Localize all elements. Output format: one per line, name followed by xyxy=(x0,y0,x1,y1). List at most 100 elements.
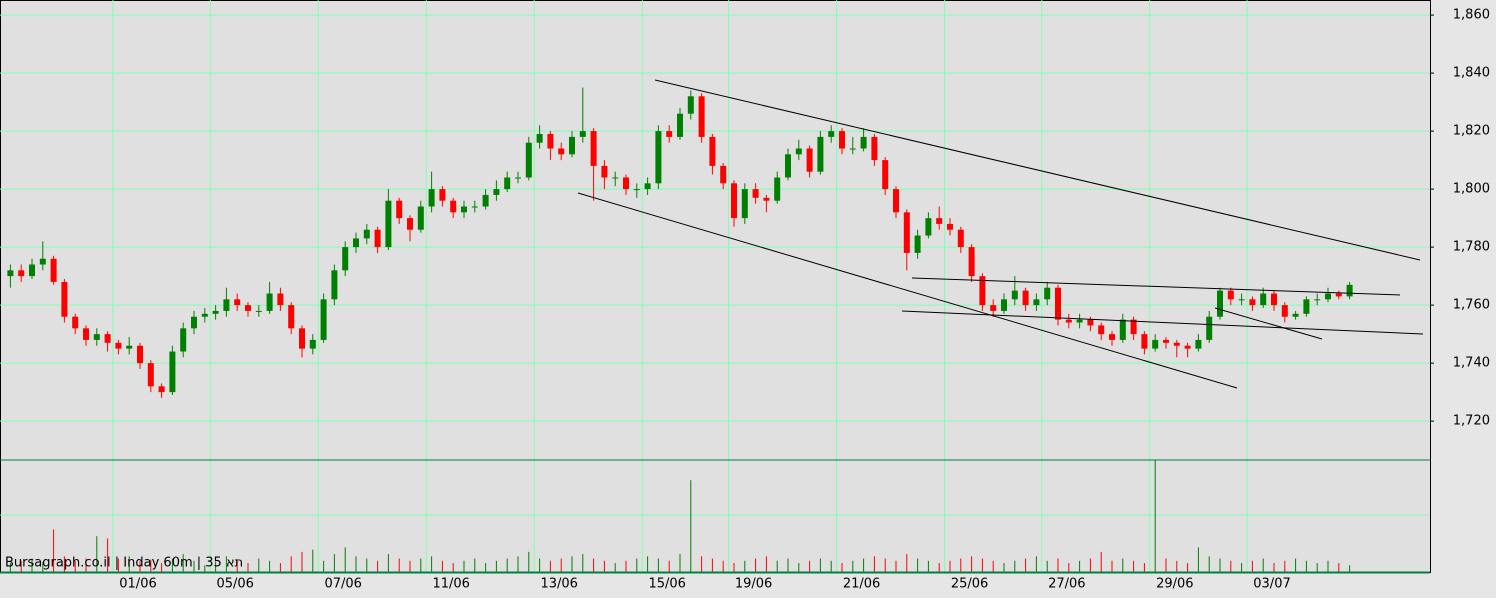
candle-body xyxy=(612,177,619,179)
x-tick-label: 03/07 xyxy=(1253,577,1290,592)
candle-body xyxy=(947,223,953,230)
candle-body xyxy=(785,154,791,178)
candle-body xyxy=(461,206,467,213)
y-tick-label: 1,800 xyxy=(1453,182,1490,197)
candle-body xyxy=(83,328,89,340)
candle-body xyxy=(374,229,381,248)
x-tick-label: 19/06 xyxy=(735,577,772,592)
candle-body xyxy=(882,160,889,190)
y-tick-label: 1,720 xyxy=(1453,414,1490,429)
candle-body xyxy=(1271,293,1277,306)
y-tick-label: 1,780 xyxy=(1453,240,1490,255)
plot-area xyxy=(0,0,1431,573)
candle-body xyxy=(1130,319,1137,335)
candle-body xyxy=(482,194,489,207)
candle-body xyxy=(396,200,403,219)
candle-body xyxy=(957,229,964,248)
candle-body xyxy=(147,363,154,387)
y-tick-label: 1,860 xyxy=(1453,8,1490,23)
candle-body xyxy=(687,96,694,114)
candle-body xyxy=(363,229,370,239)
candle-body xyxy=(547,133,554,149)
candle-body xyxy=(417,206,424,230)
candle-body xyxy=(828,131,835,137)
candle-body xyxy=(126,345,133,349)
candle-body xyxy=(914,235,921,253)
subtitle: Bursagraph.co.il | Inday 60m | 35 תא xyxy=(5,556,243,571)
x-tick-label: 25/06 xyxy=(951,577,988,592)
candle-body xyxy=(1303,299,1310,314)
candle-body xyxy=(245,305,251,311)
candle-body xyxy=(655,131,662,184)
candle-body xyxy=(774,177,781,201)
x-tick-label: 11/06 xyxy=(432,577,469,592)
candle-body xyxy=(1227,290,1234,300)
candle-body xyxy=(1281,305,1288,317)
candle-body xyxy=(320,299,327,340)
candle-body xyxy=(1325,293,1331,300)
candle-body xyxy=(1249,299,1256,306)
candle-body xyxy=(731,183,737,219)
candle-body xyxy=(1055,287,1061,320)
candle-body xyxy=(201,313,208,317)
candle-body xyxy=(515,177,521,179)
y-tick-label: 1,840 xyxy=(1453,66,1490,81)
candle-body xyxy=(493,189,500,195)
candle-body xyxy=(7,270,14,277)
candle-body xyxy=(698,96,705,137)
candle-body xyxy=(720,165,727,184)
candle-body xyxy=(50,258,57,282)
candle-body xyxy=(795,148,802,155)
candle-body xyxy=(504,177,511,190)
x-tick-label: 15/06 xyxy=(648,577,685,592)
candle-body xyxy=(817,136,824,172)
candle-body xyxy=(223,299,230,311)
grid xyxy=(0,0,1430,572)
x-tick-label: 29/06 xyxy=(1156,577,1193,592)
candle-body xyxy=(266,293,273,311)
candle-body xyxy=(1292,313,1299,317)
candle-body xyxy=(536,133,543,143)
x-tick-label: 07/06 xyxy=(324,577,361,592)
candle-body xyxy=(623,177,629,190)
candle-body xyxy=(471,206,478,208)
candle-body xyxy=(752,189,759,198)
candle-body xyxy=(1022,290,1029,306)
candle-body xyxy=(1033,299,1040,306)
candle-body xyxy=(1260,293,1267,306)
candle-body xyxy=(763,197,770,201)
candle-body xyxy=(299,328,305,349)
candle-body xyxy=(169,351,176,393)
candle-body xyxy=(893,189,899,213)
candle-body xyxy=(666,131,673,137)
candle-body xyxy=(255,310,262,312)
candle-body xyxy=(309,339,316,349)
candle-body xyxy=(558,148,565,155)
candle-body xyxy=(407,218,413,230)
candle-body xyxy=(903,212,910,253)
candle-body xyxy=(18,270,25,277)
candle-body xyxy=(137,345,143,364)
trend-line xyxy=(1214,307,1323,340)
trend-line xyxy=(654,79,1421,261)
candle-body xyxy=(191,316,197,329)
candle-body xyxy=(525,142,532,178)
candle-body xyxy=(741,189,748,219)
candle-body xyxy=(990,305,997,311)
y-tick-label: 1,820 xyxy=(1453,124,1490,139)
candle-body xyxy=(1314,299,1321,301)
candle-body xyxy=(579,131,586,137)
x-tick-label: 21/06 xyxy=(843,577,880,592)
candle-body xyxy=(860,136,867,149)
x-tick-label: 01/06 xyxy=(119,577,156,592)
candle-body xyxy=(979,276,986,306)
candle-body xyxy=(1119,319,1126,340)
candle-body xyxy=(1141,334,1148,349)
candle-body xyxy=(450,200,457,213)
candle-body xyxy=(1163,339,1169,343)
candle-body xyxy=(1098,325,1105,335)
candle-body xyxy=(1152,339,1159,349)
x-tick-label: 13/06 xyxy=(540,577,577,592)
candle-body xyxy=(212,310,219,314)
